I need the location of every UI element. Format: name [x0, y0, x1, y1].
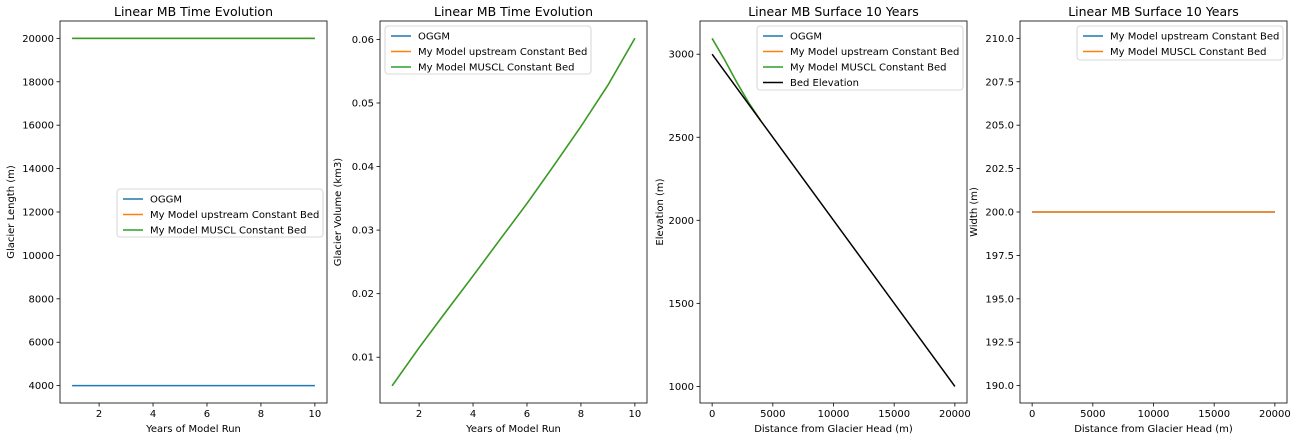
legend-entry-label: OGGM — [150, 195, 182, 206]
chart-panel-4: Linear MB Surface 10 Years 0 5000 10000 1500… — [969, 4, 1291, 435]
x-axis-label: Distance from Glacier Head (m) — [1074, 424, 1233, 435]
y-tick-label: 205.0 — [985, 121, 1014, 132]
y-axis-label: Glacier Volume (km3) — [333, 158, 344, 267]
legend-entry-label: OGGM — [418, 32, 450, 43]
x-tick-label: 4 — [470, 409, 476, 420]
legend-box — [1076, 25, 1284, 61]
legend-entry-label: My Model upstream Constant Bed — [1110, 32, 1279, 43]
legend-entry-label: My Model upstream Constant Bed — [790, 47, 959, 58]
x-tick-label: 6 — [524, 409, 530, 420]
x-tick-label: 0 — [709, 409, 715, 420]
series-line-my-model-muscl-constant-bed — [391, 37, 636, 387]
x-tick-label: 10 — [308, 409, 321, 420]
legend-entry-label: My Model MUSCL Constant Bed — [790, 63, 946, 74]
legend-entry-label: My Model MUSCL Constant Bed — [1110, 47, 1266, 58]
legend: OGGM My Model upstream Constant Bed My Mod… — [384, 25, 592, 75]
x-tick-label: 10 — [628, 409, 641, 420]
legend: My Model upstream Constant Bed My Model M… — [1076, 25, 1284, 61]
legend: OGGM My Model upstream Constant Bed My Mod… — [116, 188, 324, 238]
x-tick-label: 8 — [258, 409, 264, 420]
y-tick-label: 197.5 — [985, 251, 1014, 262]
x-tick-label: 5000 — [1080, 409, 1105, 420]
y-tick-label: 6000 — [29, 338, 54, 349]
axes-frame — [379, 20, 648, 404]
y-tick-label: 207.5 — [985, 77, 1014, 88]
chart-title: Linear MB Time Evolution — [434, 4, 593, 19]
legend-box — [116, 188, 324, 238]
chart-title: Linear MB Time Evolution — [114, 4, 273, 19]
y-tick-label: 12000 — [22, 208, 54, 219]
x-tick-label: 5000 — [760, 409, 785, 420]
y-tick-label: 2000 — [669, 216, 694, 227]
x-tick-label: 10000 — [818, 409, 850, 420]
y-tick-label: 3000 — [669, 50, 694, 61]
y-tick-label: 190.0 — [985, 381, 1014, 392]
y-axis-label: Width (m) — [969, 187, 980, 237]
legend-entry-label: OGGM — [790, 32, 822, 43]
legend-box — [756, 25, 964, 91]
y-tick-label: 16000 — [22, 121, 54, 132]
x-tick-label: 15000 — [1198, 409, 1230, 420]
legend-entry-label: My Model upstream Constant Bed — [418, 47, 587, 58]
series-line-bed-elevation — [711, 53, 956, 387]
x-tick-label: 20000 — [939, 409, 971, 420]
legend-entry-label: My Model MUSCL Constant Bed — [150, 226, 306, 237]
chart-title: Linear MB Surface 10 Years — [748, 4, 919, 19]
chart-panel-2: Linear MB Time Evolution 2 4 6 8 10 0.01 0.02 0.… — [333, 4, 648, 435]
series-line-my-model-muscl-constant-bed — [711, 38, 762, 122]
y-tick-label: 192.5 — [985, 338, 1014, 349]
series-line-my-model-upstream-constant-bed — [391, 37, 636, 387]
chart-panel-3: Linear MB Surface 10 Years 0 5000 10000 1500… — [655, 4, 971, 435]
x-axis-label: Years of Model Run — [465, 424, 561, 435]
y-tick-label: 14000 — [22, 164, 54, 175]
y-tick-label: 0.01 — [352, 353, 374, 364]
y-tick-label: 2500 — [669, 133, 694, 144]
y-tick-label: 1000 — [669, 382, 694, 393]
x-tick-label: 6 — [204, 409, 210, 420]
legend: OGGM My Model upstream Constant Bed My Mod… — [756, 25, 964, 91]
x-tick-label: 15000 — [878, 409, 910, 420]
y-tick-label: 195.0 — [985, 294, 1014, 305]
x-tick-label: 10000 — [1138, 409, 1170, 420]
y-tick-label: 10000 — [22, 251, 54, 262]
y-tick-label: 210.0 — [985, 34, 1014, 45]
chart-title: Linear MB Surface 10 Years — [1068, 4, 1239, 19]
y-tick-label: 0.03 — [352, 226, 374, 237]
legend-entry-label: My Model upstream Constant Bed — [150, 210, 319, 221]
x-tick-label: 0 — [1029, 409, 1035, 420]
legend-box — [384, 25, 592, 75]
y-tick-label: 0.04 — [352, 162, 374, 173]
y-tick-label: 1500 — [669, 299, 694, 310]
y-tick-label: 4000 — [29, 381, 54, 392]
chart-panel-1: Linear MB Time Evolution 2 4 6 8 10 4000 6000 80… — [6, 4, 328, 435]
y-axis-label: Glacier Length (m) — [6, 165, 17, 259]
x-tick-label: 2 — [416, 409, 422, 420]
y-tick-label: 0.05 — [352, 98, 374, 109]
x-tick-label: 4 — [150, 409, 156, 420]
y-axis-label: Elevation (m) — [655, 178, 666, 245]
y-tick-label: 0.02 — [352, 289, 374, 300]
y-tick-label: 18000 — [22, 77, 54, 88]
y-tick-label: 202.5 — [985, 164, 1014, 175]
y-tick-label: 8000 — [29, 294, 54, 305]
y-tick-label: 0.06 — [352, 35, 374, 46]
y-tick-label: 200.0 — [985, 208, 1014, 219]
x-tick-label: 2 — [96, 409, 102, 420]
x-axis-label: Years of Model Run — [145, 424, 241, 435]
legend-entry-label: My Model MUSCL Constant Bed — [418, 63, 574, 74]
y-tick-label: 20000 — [22, 34, 54, 45]
x-tick-label: 20000 — [1259, 409, 1291, 420]
x-axis-label: Distance from Glacier Head (m) — [754, 424, 913, 435]
legend-entry-label: Bed Elevation — [790, 78, 859, 89]
x-tick-label: 8 — [578, 409, 584, 420]
